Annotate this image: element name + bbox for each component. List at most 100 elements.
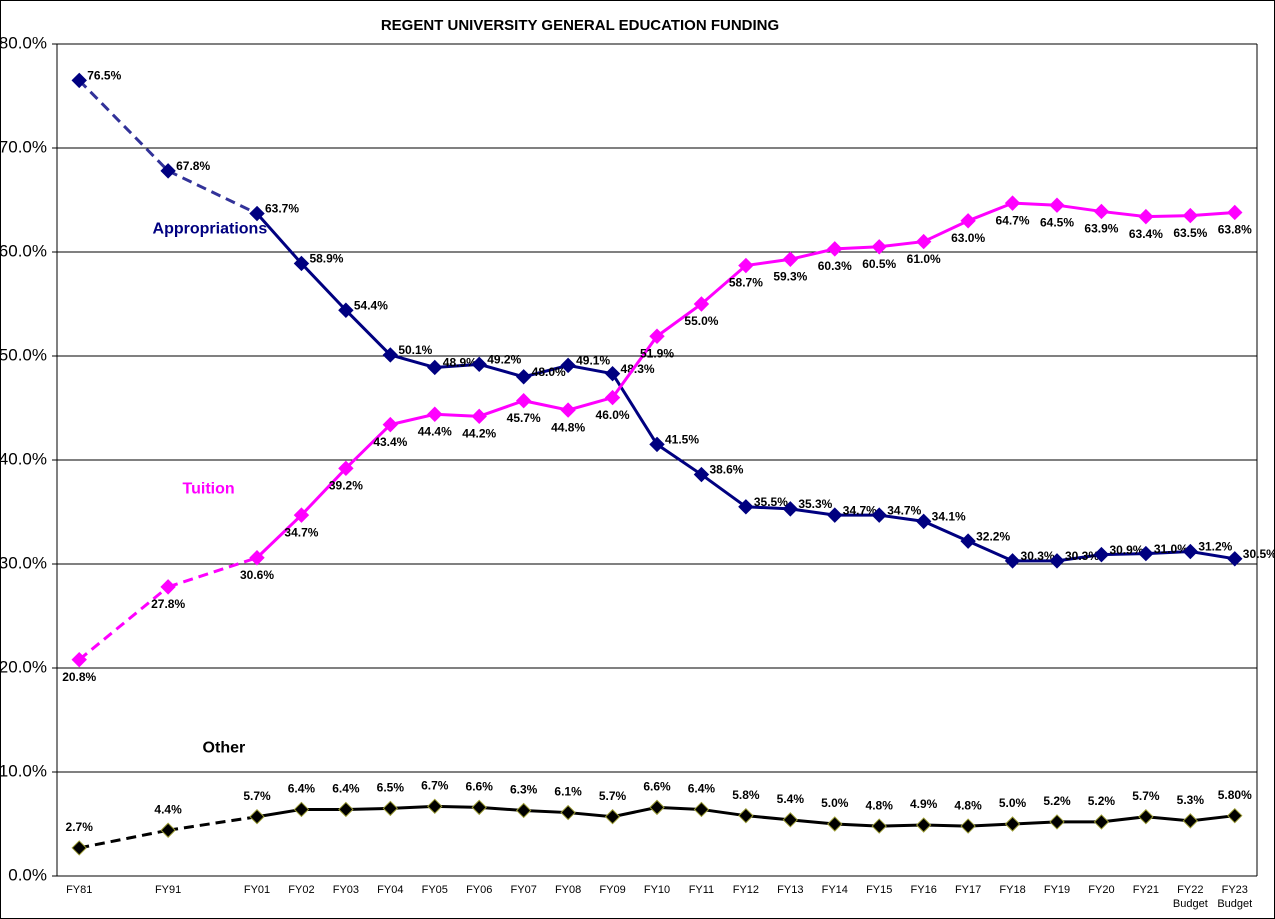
marker — [604, 365, 621, 382]
marker — [915, 513, 932, 530]
data-label: 34.7% — [843, 503, 877, 517]
data-label: 63.0% — [951, 231, 985, 245]
marker — [471, 356, 487, 373]
marker — [960, 533, 976, 549]
marker — [71, 72, 87, 89]
x-tick-label: FY02 — [288, 884, 314, 896]
marker — [249, 809, 265, 825]
marker — [915, 817, 932, 833]
y-tick-label: 10.0% — [0, 761, 47, 780]
data-label: 5.0% — [999, 796, 1027, 810]
x-tick-label: FY17 — [955, 884, 981, 896]
x-tick-label: FY20 — [1088, 884, 1114, 896]
marker — [827, 816, 843, 832]
marker — [693, 296, 710, 312]
data-label: 63.4% — [1129, 227, 1163, 241]
data-label: 54.4% — [354, 298, 388, 312]
series-name: Appropriations — [153, 220, 268, 237]
data-label: 67.8% — [176, 159, 210, 173]
data-label: 30.9% — [1109, 543, 1143, 557]
x-tick-label: FY11 — [689, 884, 714, 896]
marker — [604, 809, 621, 825]
marker — [427, 798, 443, 815]
data-label: 60.5% — [862, 257, 896, 271]
x-tick-label: FY81 — [66, 884, 92, 896]
y-tick-label: 0.0% — [8, 865, 47, 884]
data-label: 6.4% — [332, 782, 360, 796]
data-label: 76.5% — [87, 69, 121, 83]
x-tick-label: FY21 — [1133, 884, 1159, 896]
marker — [382, 800, 399, 817]
data-label: 48.0% — [532, 365, 566, 379]
data-label: 6.6% — [643, 780, 671, 794]
marker — [1004, 553, 1021, 569]
data-label: 63.7% — [265, 202, 299, 216]
marker — [427, 359, 443, 376]
data-label: 55.0% — [684, 314, 718, 328]
data-label: 63.9% — [1084, 222, 1118, 236]
x-tick-label: FY03 — [333, 884, 359, 896]
marker — [1049, 814, 1065, 830]
data-label: 6.1% — [554, 785, 582, 799]
gap-connector — [167, 169, 258, 215]
marker — [782, 812, 799, 828]
data-label: 5.8% — [732, 788, 760, 802]
marker — [293, 507, 310, 523]
data-label: 6.4% — [688, 782, 716, 796]
data-label: 38.6% — [709, 463, 743, 477]
data-label: 58.7% — [729, 276, 763, 290]
data-label: 34.7% — [887, 503, 921, 517]
marker — [1227, 551, 1243, 567]
data-label: 64.7% — [996, 213, 1030, 227]
data-label: 31.0% — [1154, 542, 1188, 556]
x-tick-label: FY06 — [466, 884, 492, 896]
data-label: 44.2% — [462, 426, 496, 440]
marker — [471, 408, 487, 425]
data-label: 2.7% — [66, 820, 94, 834]
gap-connector — [78, 585, 170, 661]
data-label: 5.0% — [821, 796, 849, 810]
x-tick-label: FY23 — [1222, 884, 1248, 896]
marker — [471, 799, 487, 816]
data-label: 35.3% — [798, 497, 832, 511]
data-label: 61.0% — [907, 252, 941, 266]
data-label: 49.2% — [487, 352, 521, 366]
marker — [560, 357, 576, 374]
marker — [249, 550, 265, 566]
series-name: Other — [203, 739, 246, 756]
marker — [827, 241, 843, 257]
gap-connector — [78, 79, 170, 172]
data-label: 6.6% — [466, 780, 494, 794]
x-tick-label: FY18 — [999, 884, 1025, 896]
data-label: 20.8% — [62, 670, 96, 684]
data-label: 45.7% — [507, 411, 541, 425]
data-label: 6.3% — [510, 783, 538, 797]
marker — [427, 406, 443, 422]
x-tick-label: FY22 — [1177, 884, 1203, 896]
data-label: 41.5% — [665, 433, 699, 447]
data-label: 5.2% — [1043, 794, 1071, 808]
marker — [1093, 814, 1110, 830]
data-label: 5.2% — [1088, 794, 1116, 808]
x-tick-label: FY13 — [777, 884, 803, 896]
x-tick-label: FY12 — [733, 884, 759, 896]
marker — [1004, 195, 1021, 211]
series-name: Tuition — [183, 480, 235, 497]
x-tick-label: FY19 — [1044, 884, 1070, 896]
marker — [782, 501, 799, 517]
x-tick-label: FY15 — [866, 884, 892, 896]
marker — [827, 507, 843, 523]
marker — [560, 402, 576, 418]
marker — [515, 369, 532, 385]
marker — [338, 801, 354, 818]
marker — [1049, 197, 1065, 213]
marker — [293, 255, 310, 272]
marker — [915, 233, 932, 250]
data-label: 48.9% — [443, 356, 477, 370]
data-label: 63.8% — [1218, 223, 1252, 237]
marker — [71, 651, 87, 668]
y-tick-label: 80.0% — [0, 33, 47, 52]
marker — [1093, 203, 1110, 220]
marker — [1138, 809, 1154, 825]
data-label: 60.3% — [818, 259, 852, 273]
